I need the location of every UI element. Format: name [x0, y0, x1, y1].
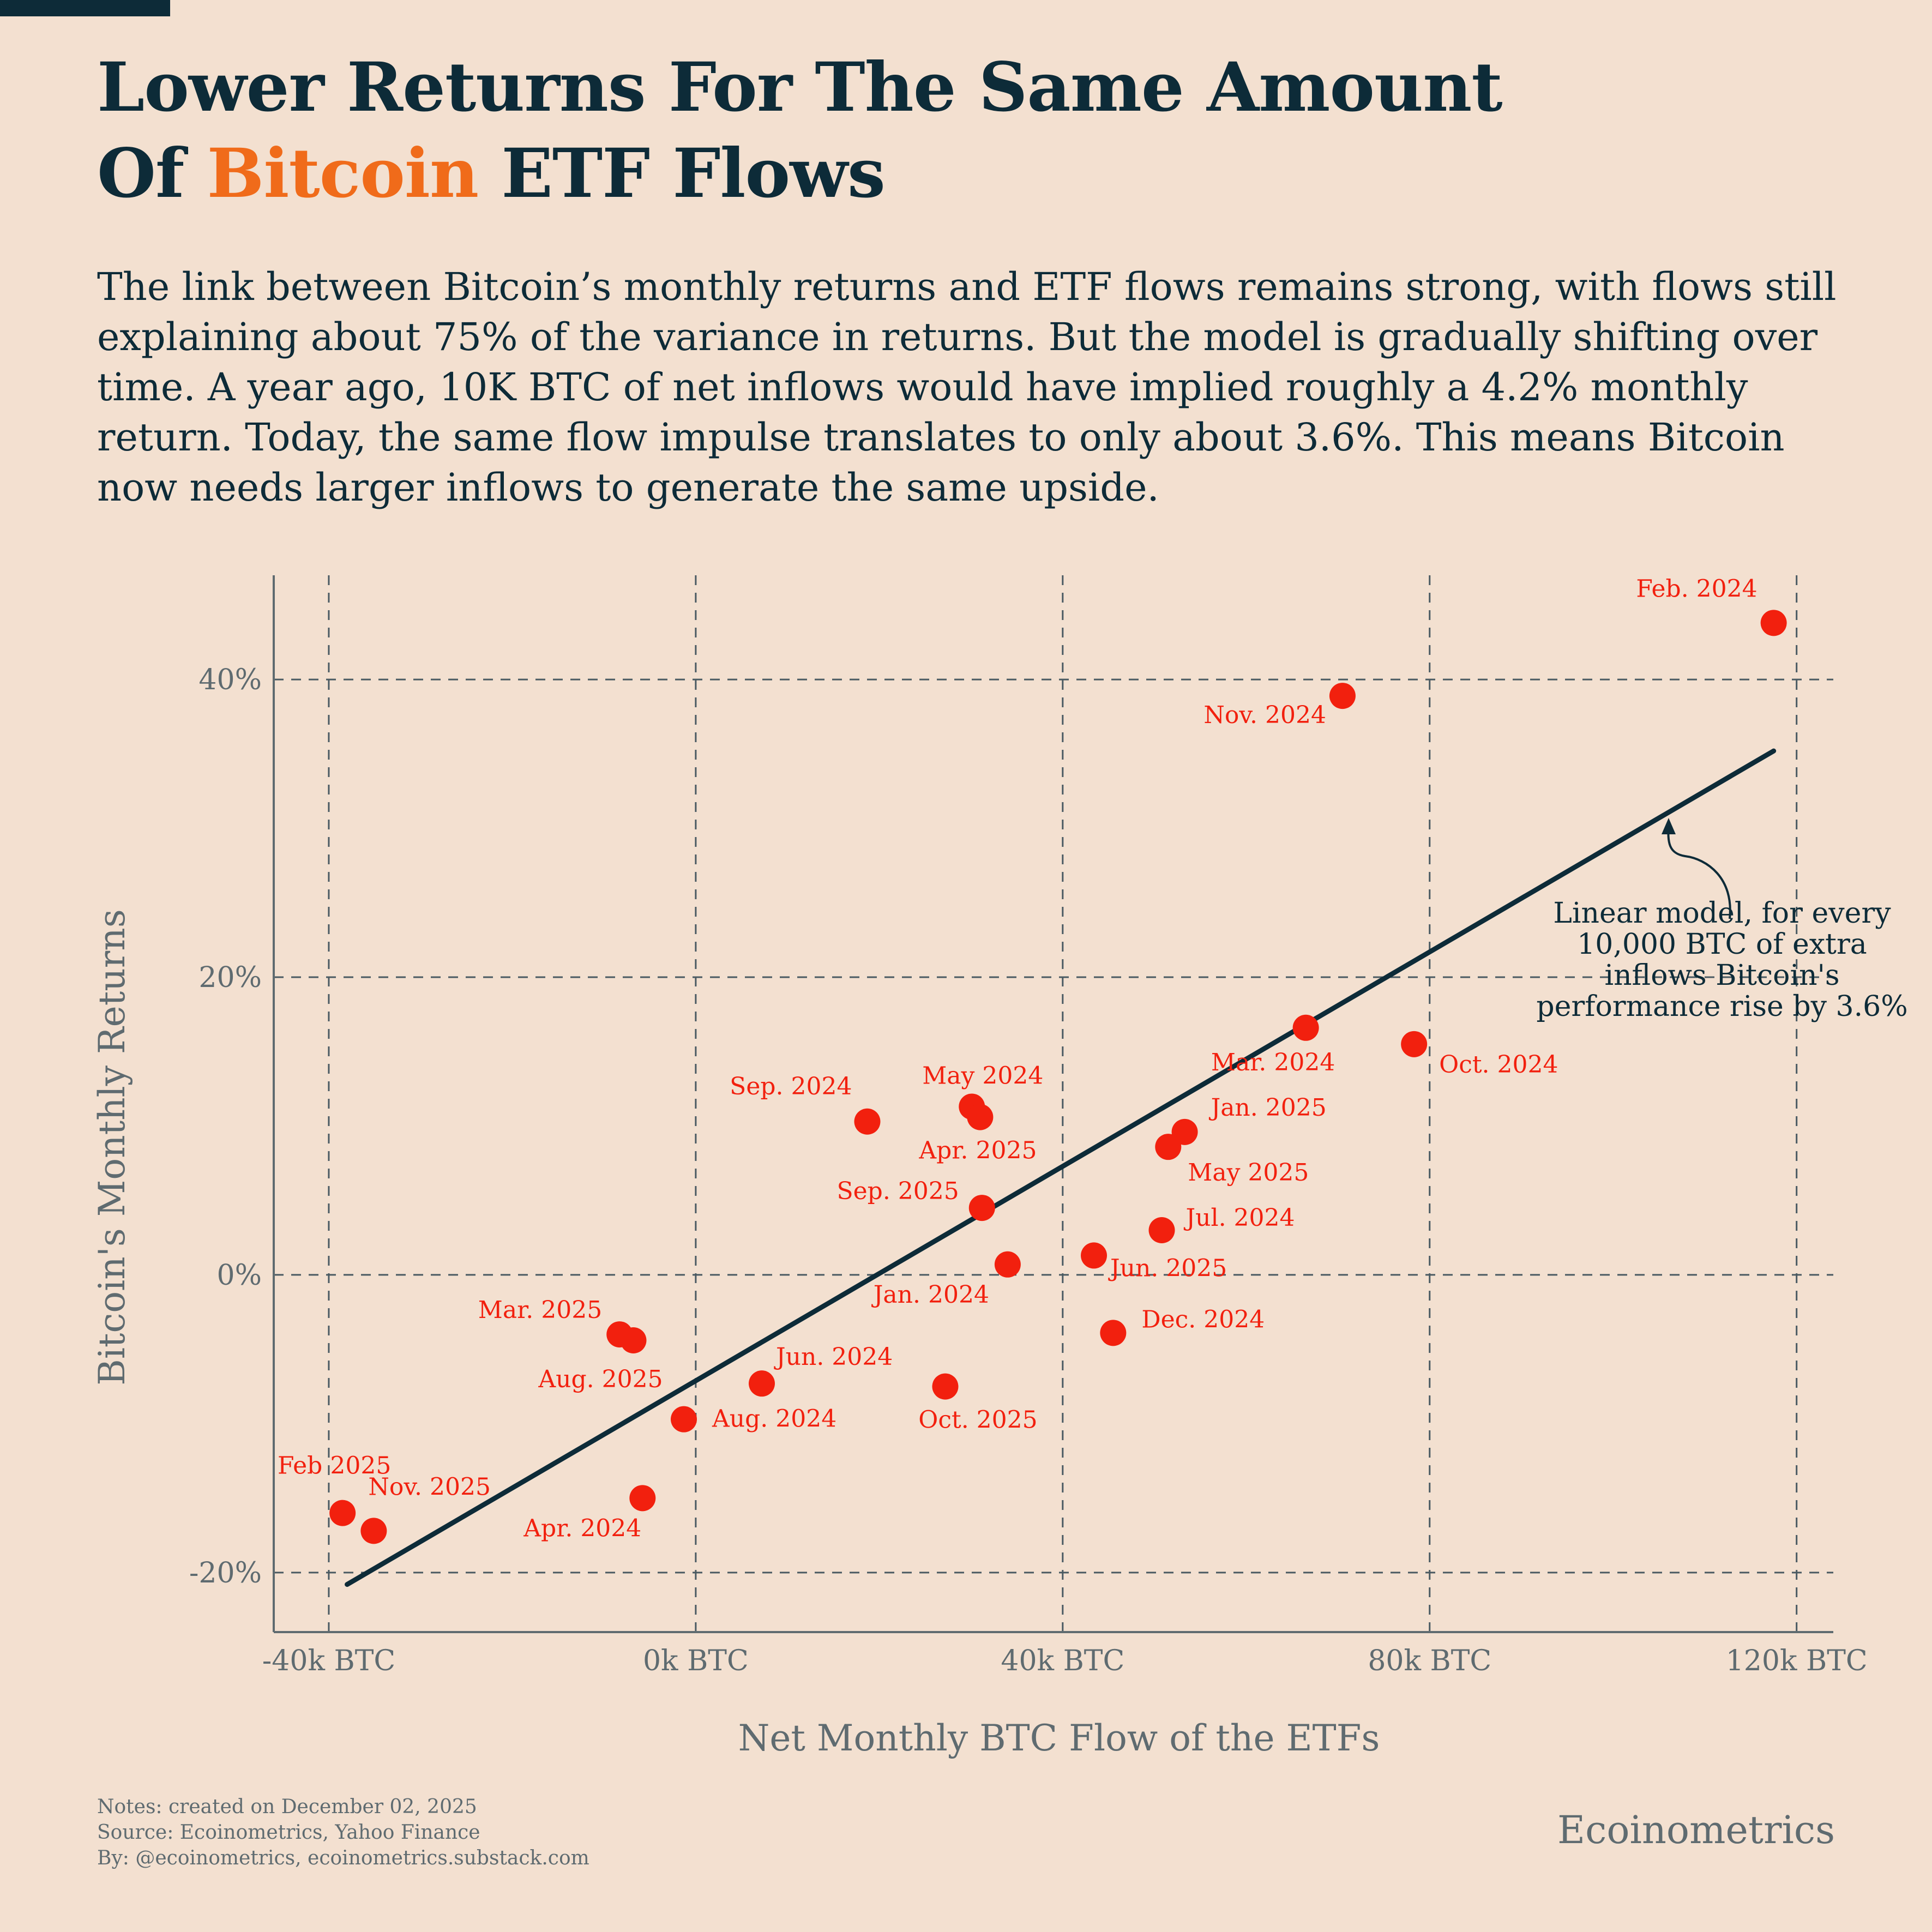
- data-point-label: Oct. 2025: [918, 1406, 1037, 1434]
- data-point-label: Sep. 2025: [836, 1177, 959, 1205]
- data-point: [1155, 1134, 1182, 1160]
- data-point-label: Sep. 2024: [730, 1073, 852, 1100]
- data-point-label: Nov. 2024: [1203, 701, 1326, 729]
- data-point-label: Aug. 2024: [712, 1405, 836, 1433]
- data-point-label: Jun. 2025: [1108, 1254, 1227, 1282]
- data-point: [620, 1327, 647, 1354]
- data-point: [1100, 1320, 1127, 1346]
- data-point: [671, 1406, 697, 1433]
- data-point: [967, 1104, 994, 1130]
- data-point-label: Apr. 2024: [523, 1514, 641, 1542]
- data-point-label: Feb 2025: [278, 1452, 391, 1480]
- data-point: [360, 1518, 387, 1544]
- data-point-label: Mar. 2025: [478, 1296, 602, 1324]
- annotation-text-line: inflows Bitcoin's: [1604, 959, 1839, 992]
- x-tick-label: -40k BTC: [262, 1645, 395, 1677]
- x-tick-label: 0k BTC: [643, 1645, 749, 1677]
- data-point: [854, 1108, 881, 1135]
- y-tick-label: 40%: [198, 664, 262, 696]
- data-point-label: Jun. 2024: [774, 1343, 893, 1371]
- y-axis-title: Bitcoin's Monthly Returns: [91, 909, 133, 1385]
- annotation-arrow: [1667, 824, 1731, 919]
- x-tick-label: 80k BTC: [1368, 1645, 1491, 1677]
- data-point-label: Jan. 2025: [1209, 1094, 1327, 1122]
- annotation-arrowhead: [1662, 818, 1676, 834]
- data-point-label: Jul. 2024: [1184, 1204, 1295, 1232]
- notes-line: Notes: created on December 02, 2025: [97, 1796, 477, 1818]
- data-point-label: Feb. 2024: [1636, 575, 1757, 603]
- x-tick-label: 40k BTC: [1001, 1645, 1124, 1677]
- y-tick-label: 20%: [198, 961, 262, 994]
- title-line-2-post: ETF Flows: [478, 134, 885, 213]
- data-point-label: Oct. 2024: [1439, 1051, 1558, 1079]
- brand-logo-text: Ecoinometrics: [1557, 1808, 1835, 1852]
- regression-line: [345, 748, 1777, 1587]
- data-point-label: Jan. 2024: [871, 1281, 989, 1309]
- data-point: [968, 1195, 995, 1221]
- chart-subtitle: The link between Bitcoin’s monthly retur…: [97, 264, 1837, 510]
- data-point: [1292, 1014, 1319, 1041]
- data-point: [1148, 1217, 1175, 1244]
- source-line: Source: Ecoinometrics, Yahoo Finance: [97, 1821, 480, 1844]
- annotation-text-line: performance rise by 3.6%: [1536, 990, 1907, 1023]
- footer-notes: Notes: created on December 02, 2025 Sour…: [97, 1794, 589, 1871]
- data-point: [994, 1251, 1021, 1278]
- data-point-label: May 2025: [1188, 1159, 1309, 1187]
- title-line-1: Lower Returns For The Same Amount: [97, 48, 1503, 127]
- y-tick-label: -20%: [189, 1557, 262, 1590]
- data-point: [932, 1373, 959, 1400]
- data-point: [1081, 1242, 1108, 1269]
- corner-accent-bar: [0, 0, 170, 16]
- page-title: Lower Returns For The Same Amount Of Bit…: [97, 45, 1503, 217]
- data-point: [329, 1500, 356, 1526]
- data-point: [1329, 683, 1356, 709]
- x-tick-label: 120k BTC: [1726, 1645, 1868, 1677]
- data-point: [629, 1485, 656, 1512]
- title-line-2-pre: Of: [97, 134, 207, 213]
- data-point-label: Dec. 2024: [1141, 1305, 1265, 1333]
- x-axis-title: Net Monthly BTC Flow of the ETFs: [738, 1717, 1380, 1759]
- data-point-label: Nov. 2025: [368, 1473, 491, 1501]
- y-tick-label: 0%: [217, 1259, 262, 1292]
- data-point-label: Apr. 2025: [918, 1137, 1037, 1165]
- byline: By: @ecoinometrics, ecoinometrics.substa…: [97, 1847, 589, 1869]
- title-accent-word: Bitcoin: [207, 134, 479, 213]
- annotation-text-line: 10,000 BTC of extra: [1577, 928, 1867, 961]
- data-point-label: Aug. 2025: [538, 1365, 663, 1393]
- data-point: [1760, 610, 1787, 636]
- data-point-label: Mar. 2024: [1211, 1049, 1335, 1076]
- data-point: [1401, 1031, 1428, 1057]
- data-point-label: May 2024: [922, 1062, 1043, 1090]
- annotation-text-line: Linear model, for every: [1553, 897, 1891, 930]
- data-point: [749, 1370, 775, 1397]
